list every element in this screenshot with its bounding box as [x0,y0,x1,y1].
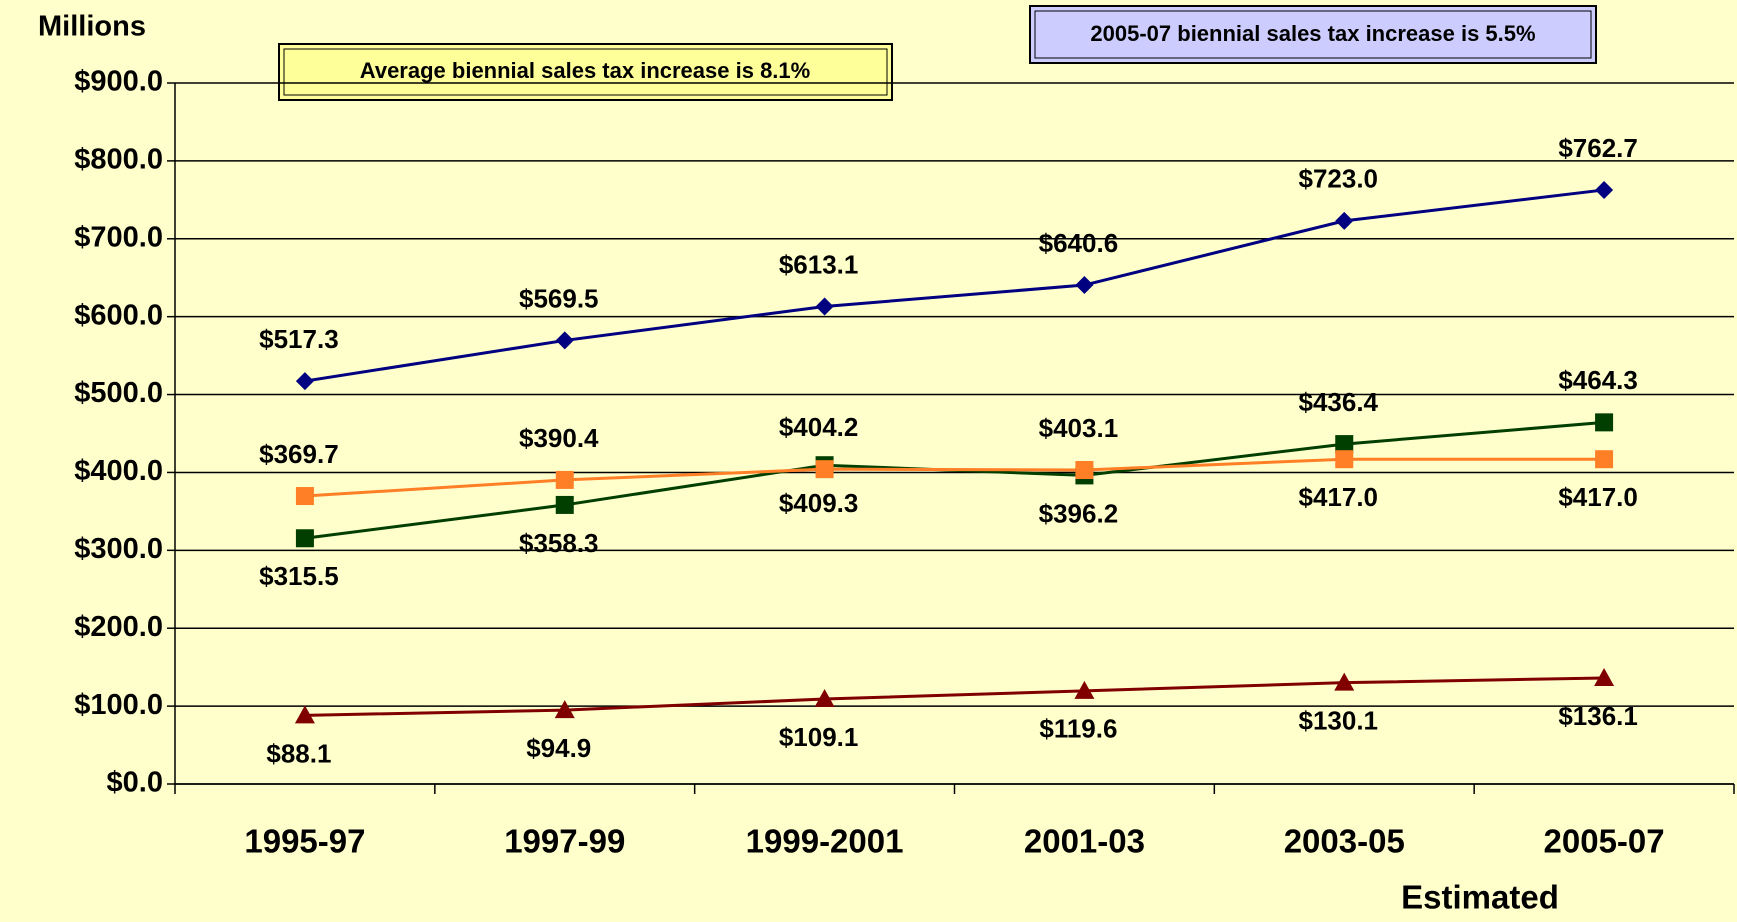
series-line [304,420,1605,540]
annotation: Average biennial sales tax increase is 8… [360,58,810,83]
x-tick-label: 2001-03 [1024,823,1145,860]
x-tick-label: 1999-2001 [746,823,904,860]
data-label: $315.5 [259,561,339,591]
x-tick-label: 1995-97 [244,823,365,860]
data-label: $613.1 [779,249,859,279]
data-label: $569.5 [519,283,599,313]
data-label: $109.1 [779,722,859,752]
y-tick-label: $700.0 [74,221,163,253]
data-label: $723.0 [1298,164,1378,194]
data-label: $517.3 [259,324,339,354]
data-label: $396.2 [1039,498,1119,528]
marker [295,372,314,391]
marker [555,331,574,350]
x-axis-note: Estimated [1401,879,1559,916]
marker [1595,413,1614,432]
marker [555,470,574,489]
marker [1595,180,1614,199]
y-tick-label: $100.0 [74,689,163,721]
y-tick-label: $400.0 [74,455,163,487]
y-tick-label: $0.0 [107,767,163,799]
data-label: $403.1 [1039,413,1119,443]
marker [1595,450,1614,469]
series-line [304,457,1605,498]
data-label: $640.6 [1039,228,1119,258]
annotation-frame-inner [283,48,888,96]
data-label: $130.1 [1298,706,1378,736]
marker [1075,461,1094,480]
y-tick-label: $300.0 [74,533,163,565]
data-label: $404.2 [779,412,859,442]
data-label: $762.7 [1558,133,1638,163]
marker [1594,667,1615,686]
data-label: $409.3 [779,488,859,518]
series-line [304,188,1605,383]
marker [295,529,314,548]
x-tick-label: 2005-07 [1544,823,1665,860]
x-tick-label: 1997-99 [504,823,625,860]
annotation-box: Average biennial sales tax increase is 8… [278,43,893,101]
data-label: $88.1 [266,738,331,768]
y-tick-label: $200.0 [74,611,163,643]
marker [554,700,575,719]
data-label: $136.1 [1558,701,1638,731]
marker [1335,435,1354,454]
data-label: $390.4 [519,423,599,453]
marker [815,297,834,316]
y-tick-label: $600.0 [74,299,163,331]
y-tick-label: $500.0 [74,377,163,409]
marker [1074,680,1095,699]
series-line [304,676,1605,717]
marker [1335,211,1354,230]
data-label: $417.0 [1298,482,1378,512]
y-tick-label: $800.0 [74,144,163,176]
marker [1335,450,1354,469]
y-tick-label: $900.0 [74,66,163,98]
marker [555,495,574,514]
annotation-frame [1029,5,1597,64]
marker [814,689,835,708]
grid [167,82,1735,794]
annotation-frame-inner [1034,10,1592,59]
y-axis-label: Millions [38,11,146,43]
data-label: $464.3 [1558,365,1638,395]
data-label: $94.9 [526,733,591,763]
data-label: $358.3 [519,528,599,558]
marker [1075,276,1094,295]
marker [295,487,314,506]
data-label: $119.6 [1039,714,1117,744]
annotation-box: 2005-07 biennial sales tax increase is 5… [1029,5,1597,64]
annotation-frame [278,43,893,101]
data-label: $369.7 [259,439,339,469]
x-tick-label: 2003-05 [1284,823,1405,860]
data-label: $436.4 [1298,387,1378,417]
marker [815,460,834,479]
data-label: $417.0 [1558,482,1638,512]
annotation: 2005-07 biennial sales tax increase is 5… [1090,21,1535,46]
marker [294,705,315,724]
marker [1334,672,1355,691]
